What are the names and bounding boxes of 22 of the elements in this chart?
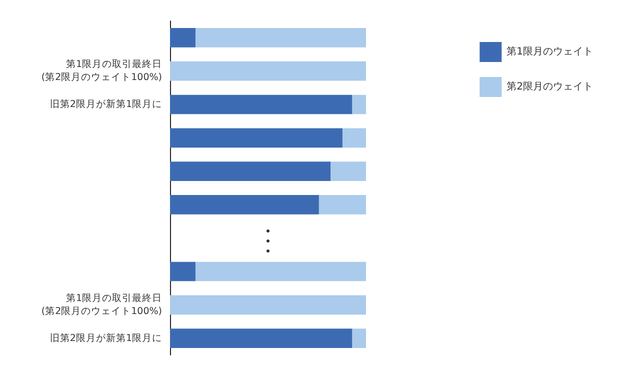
bar [170,162,331,181]
bar [352,94,366,114]
bar [170,262,196,282]
y-tick-label: 旧第2限月が新第1限月に [50,98,162,110]
bar [318,195,366,214]
bar [170,295,366,315]
y-tick-label: 第1限月の取引最終日 (第2限月のウェイト100%) [41,58,162,84]
y-tick-label: 旧第2限月が新第1限月に [50,332,162,344]
bar [195,262,366,282]
bar [170,128,342,148]
bar [170,94,352,114]
bar [330,162,366,181]
bar [342,128,366,148]
bar [170,61,366,81]
legend-label: 第2限月のウェイト [506,80,594,92]
legend-label: 第1限月のウェイト [506,46,594,58]
bar [352,328,366,348]
bar [170,195,319,214]
bar [170,28,196,48]
bar [195,28,366,48]
y-tick-label: 第1限月の取引最終日 (第2限月のウェイト100%) [41,292,162,317]
bar [170,328,352,348]
